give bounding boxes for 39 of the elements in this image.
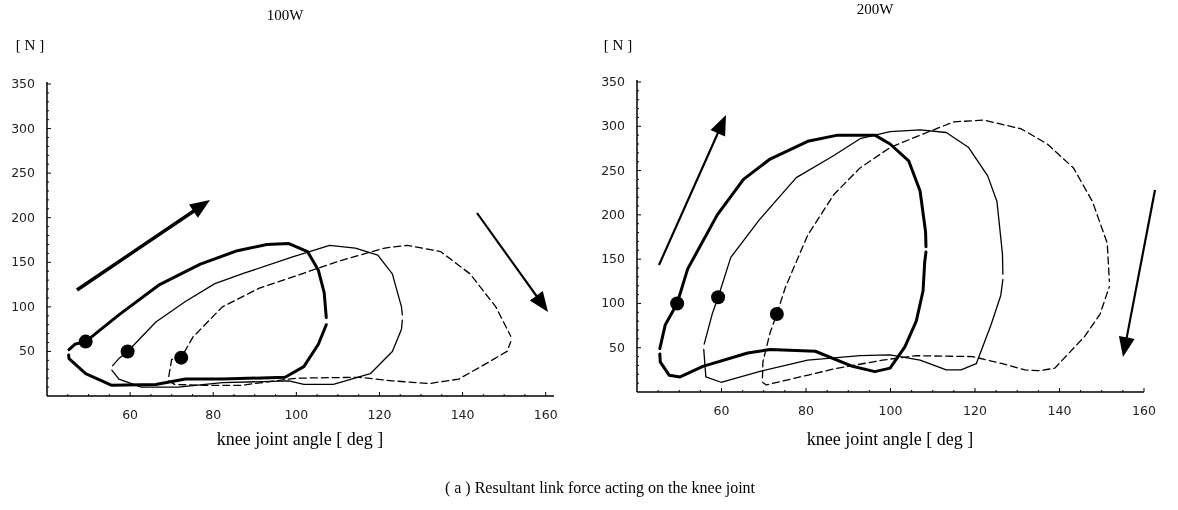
point bbox=[670, 296, 685, 311]
x-tick-label: 140 bbox=[450, 407, 475, 422]
y-tick-label: 300 bbox=[601, 118, 626, 134]
point bbox=[769, 307, 784, 322]
y-tick-label: 50 bbox=[609, 339, 626, 355]
x-tick-label: 140 bbox=[1047, 403, 1072, 418]
x-tick-label: 80 bbox=[798, 403, 814, 418]
x-tick-label: 120 bbox=[367, 407, 392, 422]
point bbox=[711, 290, 726, 305]
x-tick-label: 80 bbox=[205, 407, 222, 422]
x-axis-title: knee joint angle [ deg ] bbox=[216, 429, 384, 449]
x-tick-label: 60 bbox=[713, 403, 730, 418]
x-tick-label: 160 bbox=[533, 407, 558, 422]
y-axis-title: [ N ] bbox=[603, 37, 633, 53]
y-tick-label: 150 bbox=[601, 251, 626, 267]
x-tick-label: 60 bbox=[122, 407, 139, 422]
text: ( a ) Resultant link force acting on the knee joint bbox=[444, 479, 756, 497]
y-tick-label: 100 bbox=[11, 298, 36, 314]
y-tick-label: 50 bbox=[19, 343, 36, 359]
y-tick-label: 250 bbox=[11, 165, 36, 181]
x-tick-label: 120 bbox=[963, 403, 987, 418]
y-tick-label: 250 bbox=[601, 162, 626, 178]
y-tick-label: 100 bbox=[601, 295, 626, 311]
chart-title: 200W bbox=[856, 1, 895, 17]
y-tick-label: 150 bbox=[11, 254, 36, 270]
y-tick-label: 200 bbox=[11, 209, 36, 225]
point bbox=[78, 334, 93, 349]
x-tick-label: 160 bbox=[1132, 403, 1156, 418]
y-axis-title: [ N ] bbox=[15, 37, 45, 53]
y-tick-label: 350 bbox=[601, 74, 626, 89]
y-tick-label: 200 bbox=[601, 206, 626, 222]
chart-title: 100W bbox=[266, 7, 305, 23]
y-tick-label: 300 bbox=[11, 120, 36, 136]
x-tick-label: 100 bbox=[878, 403, 903, 418]
point bbox=[174, 350, 189, 365]
y-tick-label: 350 bbox=[11, 76, 36, 91]
point bbox=[120, 344, 135, 359]
x-tick-label: 100 bbox=[284, 407, 309, 422]
x-axis-title: knee joint angle [ deg ] bbox=[806, 429, 974, 449]
